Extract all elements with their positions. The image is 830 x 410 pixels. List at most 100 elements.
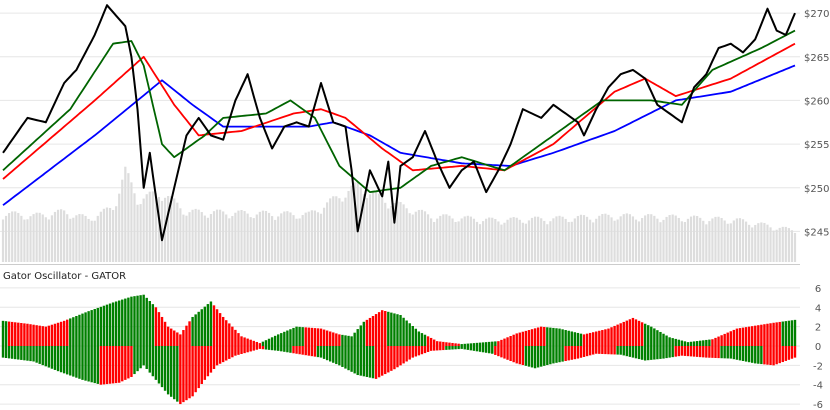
volume-bar [381,197,384,262]
gator-lower-bar [671,346,674,358]
gator-upper-bar [338,334,341,346]
gator-upper-bar [576,332,580,346]
gator-lower-bar [157,346,161,384]
gator-lower-bar [17,346,20,360]
gator-lower-bar [365,346,369,377]
volume-bar [96,215,99,262]
gator-upper-bar [1,320,5,346]
gator-lower-bar [142,346,145,366]
volume-bar [145,194,148,262]
volume-bar [732,220,735,262]
volume-bar [472,218,476,262]
gator-lower-bar [619,346,622,355]
gator-upper-bar [10,321,14,346]
gator-upper-bar [136,295,139,346]
gator-upper-bar [637,320,641,346]
volume-bar [564,218,567,262]
volume-bar [127,173,130,262]
price-tick-label: $245 [804,227,829,238]
volume-bar [751,227,754,262]
gator-upper-bar [102,305,106,346]
gator-upper-bar [243,337,246,346]
gator-lower-bar [637,346,641,360]
gator-lower-bar [258,346,262,349]
volume-bar [35,212,38,262]
gator-upper-bar [270,337,274,346]
gator-lower-bar [96,346,99,384]
gator-lower-bar [497,346,500,357]
gator-upper-bar [729,331,732,346]
volume-bar [628,214,631,262]
gator-lower-bar [218,346,222,364]
gator-upper-bar [481,342,485,346]
volume-bar [411,214,414,262]
gator-lower-bar [194,346,197,393]
gator-lower-bar [163,346,167,391]
gator-lower-bar [292,346,295,354]
gator-lower-bar [32,346,35,362]
volume-bar [329,198,332,262]
gator-upper-bar [328,331,332,346]
gator-lower-bar [442,346,445,351]
gator-upper-bar [414,328,418,346]
gator-lower-bar [650,346,653,360]
volume-bar [212,211,216,262]
volume-bar [417,209,420,262]
volume-bar [613,220,616,262]
gator-upper-bar [304,327,307,346]
gator-lower-bar [695,346,699,357]
gator-upper-bar [570,331,573,346]
gator-lower-bar [1,346,5,358]
gator-lower-bar [601,346,604,354]
gator-upper-bar [38,325,41,346]
gator-lower-bar [35,346,38,363]
gator-lower-bar [4,346,8,358]
volume-bar [625,213,628,262]
gator-upper-bar [680,340,684,346]
gator-upper-bar [335,333,338,346]
gator-upper-bar [154,307,158,346]
volume-bar [72,217,75,262]
gator-upper-bar [448,342,451,346]
gator-upper-bar [365,319,369,346]
gator-upper-bar [133,296,136,346]
gator-lower-bar [377,346,381,378]
gator-lower-bar [793,346,797,358]
gator-lower-bar [237,346,240,355]
alligator-teeth-line [2,42,796,180]
gator-lower-bar [677,346,680,357]
gator-upper-bar [546,327,549,346]
gator-upper-bar [353,332,356,346]
gator-lower-bar [595,346,598,354]
gator-upper-bar [234,329,237,346]
gator-upper-bar [665,335,668,346]
gator-lower-bar [221,346,225,363]
gator-upper-bar [497,341,500,346]
gator-upper-bar [625,320,629,346]
volume-bar [500,224,503,262]
gator-lower-bar [62,346,66,374]
gator-upper-bar [536,327,540,346]
gator-lower-bar [203,346,207,380]
gator-lower-bar [689,346,693,357]
volume-bar [277,216,280,262]
volume-bar [215,209,219,262]
gator-upper-bar [341,334,344,346]
volume-bar [307,211,310,262]
volume-bar [118,193,121,262]
gator-upper-bar [579,333,583,346]
gator-upper-bar [182,330,185,346]
gator-lower-bar [524,346,528,366]
gator-upper-bar [17,322,20,346]
gator-upper-bar [225,320,228,346]
gator-upper-bar [784,321,788,346]
gator-lower-bar [445,346,448,350]
volume-bar [723,220,726,262]
volume-bar [439,215,442,262]
volume-bar [607,214,610,262]
volume-bar [769,227,772,262]
gator-lower-bar [10,346,14,359]
gator-lower-bar [78,346,81,379]
gator-lower-bar [69,346,72,376]
gator-upper-bar [283,331,286,346]
